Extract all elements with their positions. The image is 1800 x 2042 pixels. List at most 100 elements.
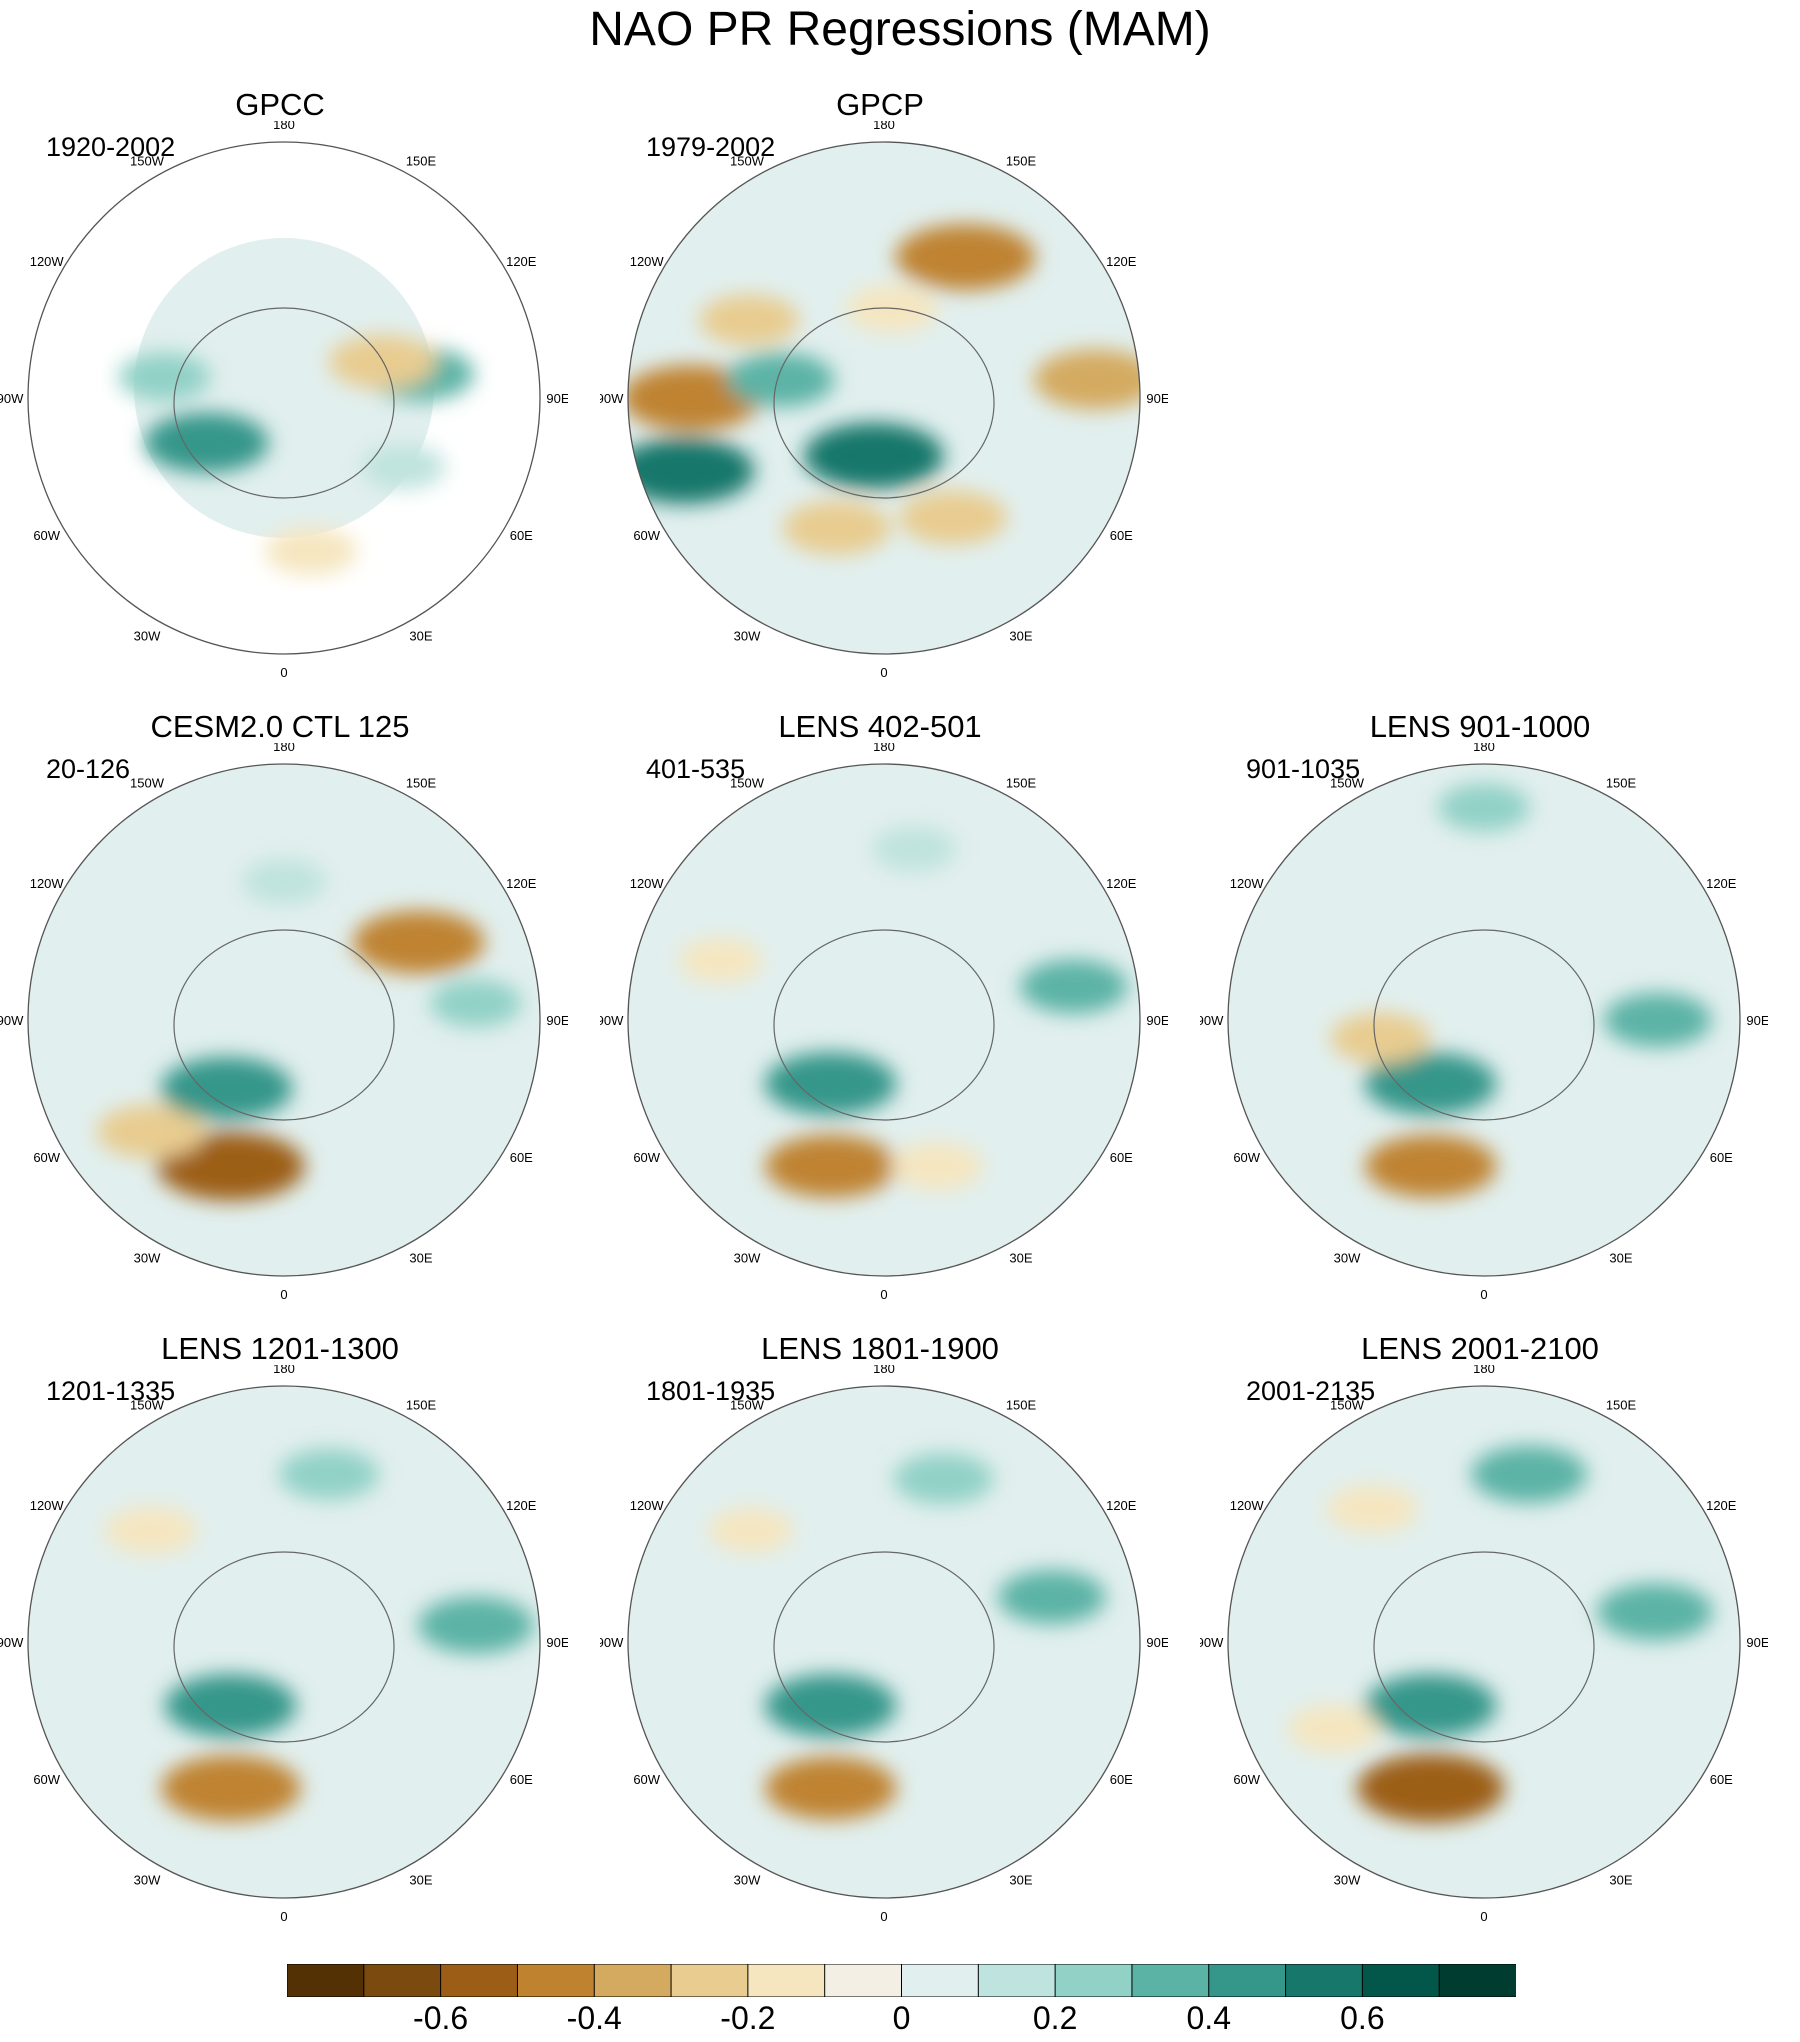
anomaly-blob: [1033, 349, 1140, 410]
colorbar-swatch: [824, 1964, 903, 1997]
anomaly-blob: [628, 365, 762, 431]
polar-map: 180 150E 120E 90E 60E 30E 0 30W 60W 90W 120W 150W: [0, 1365, 568, 1924]
longitude-label: 120W: [630, 876, 665, 891]
anomaly-blob: [699, 294, 800, 346]
colorbar-swatch: [1131, 1964, 1210, 1997]
anomaly-blob: [1326, 1484, 1419, 1533]
map-boundary: [27, 763, 541, 1277]
longitude-label: 90E: [1146, 391, 1168, 406]
longitude-label: 120E: [1106, 876, 1137, 891]
anomaly-blob: [803, 422, 944, 489]
polar-map: 180 150E 120E 90E 60E 30E 0 30W 60W 90W 120W 150W: [0, 743, 568, 1302]
anomaly-blob: [265, 527, 358, 576]
anomaly-blob: [1603, 993, 1712, 1047]
map-panel: LENS 1201-1300 180 150E 120E 90E 60E 30E 0 30W 60…: [0, 1329, 568, 1949]
longitude-label: 60W: [633, 1150, 660, 1165]
longitude-label: 90W: [600, 1013, 624, 1028]
anomaly-blob: [764, 1756, 897, 1820]
panel-years: 1979-2002: [646, 132, 776, 162]
colorbar-labels: -0.6 -0.4 -0.2 0 0.2 0.4 0.6: [0, 2000, 1800, 2042]
longitude-label: 150W: [130, 154, 165, 169]
longitude-label: 90E: [1146, 1635, 1168, 1650]
colorbar-swatch: [977, 1964, 1057, 1997]
longitude-label: 120W: [30, 1498, 65, 1513]
longitude-label: 120E: [506, 1498, 537, 1513]
colorbar-tick-label: 0.6: [1340, 2000, 1385, 2036]
longitude-label: 60E: [510, 1772, 533, 1787]
panel-title: LENS 2001-2100: [1361, 1331, 1599, 1366]
panel-title: CESM2.0 CTL 125: [150, 709, 410, 744]
map-background: [1228, 764, 1740, 1276]
anomaly-blob: [144, 412, 269, 473]
panel-years: 1801-1935: [646, 1376, 776, 1406]
anomaly-blob: [782, 500, 891, 555]
colorbar-swatch: [670, 1964, 749, 1997]
longitude-label: 150E: [1606, 776, 1637, 791]
anomaly-blob: [96, 1104, 205, 1159]
longitude-label: 90W: [1200, 1635, 1224, 1650]
coastline: [173, 307, 395, 499]
panel-years: 1920-2002: [46, 132, 176, 162]
map-panel: LENS 901-1000 180 150E 120E 90E 60E 30E 0 30W 60W…: [1200, 707, 1768, 1327]
panel-title: GPCP: [836, 87, 924, 122]
longitude-label: 30W: [1334, 1250, 1361, 1265]
longitude-label: 150W: [1330, 776, 1365, 791]
longitude-label: 30E: [409, 1250, 432, 1265]
colorbar-tick-label: 0: [892, 2000, 911, 2036]
longitude-label: 30E: [409, 628, 432, 643]
colorbar-swatch: [901, 1964, 980, 1997]
colorbar-tick-label: -0.4: [566, 2000, 622, 2036]
anomaly-blob: [160, 1056, 293, 1120]
anomaly-blob: [352, 910, 485, 974]
longitude-label: 150E: [1006, 1398, 1037, 1413]
longitude-label: 30W: [734, 628, 761, 643]
longitude-label: 60W: [1233, 1772, 1260, 1787]
longitude-label: 120E: [506, 876, 537, 891]
anomaly-blob: [872, 826, 957, 872]
longitude-label: 90E: [546, 391, 568, 406]
map-panel: LENS 402-501 180 150E 120E 90E 60E 30E 0 30W 60W 9…: [600, 707, 1168, 1327]
anomaly-blob: [678, 938, 763, 984]
longitude-label: 180: [873, 1365, 895, 1376]
panel-years: 1201-1335: [46, 1376, 176, 1406]
colorbar-swatch: [1208, 1964, 1287, 1997]
longitude-label: 0: [280, 1287, 287, 1302]
polar-map: 180 150E 120E 90E 60E 30E 0 30W 60W 90W 120W 150W: [600, 1365, 1168, 1924]
longitude-label: 0: [280, 1909, 287, 1924]
longitude-label: 180: [873, 121, 895, 132]
longitude-label: 120W: [1230, 876, 1265, 891]
longitude-label: 90E: [1746, 1635, 1768, 1650]
longitude-label: 30W: [134, 1250, 161, 1265]
coastline: [173, 1551, 395, 1743]
longitude-label: 120W: [30, 876, 65, 891]
colorbar-swatch: [747, 1964, 826, 1997]
colorbar-tick-label: 0.4: [1186, 2000, 1231, 2036]
map-boundary: [27, 141, 541, 655]
longitude-label: 60E: [510, 1150, 533, 1165]
longitude-label: 30E: [409, 1872, 432, 1887]
map-background: [628, 764, 1140, 1276]
anomaly-blob: [156, 1131, 305, 1201]
coastline: [773, 1551, 995, 1743]
panel-years: 20-126: [46, 754, 131, 784]
longitude-label: 150E: [406, 776, 437, 791]
colorbar-swatch: [363, 1964, 442, 1997]
anomaly-blob: [278, 1448, 379, 1500]
anomaly-blob: [1364, 1052, 1497, 1116]
longitude-label: 30E: [1009, 628, 1032, 643]
panel-title: GPCC: [235, 87, 325, 122]
longitude-label: 120E: [506, 254, 537, 269]
longitude-label: 120E: [1106, 1498, 1137, 1513]
coastline: [773, 307, 995, 499]
longitude-label: 180: [273, 1365, 295, 1376]
colorbar-tick-label: -0.6: [413, 2000, 469, 2036]
longitude-label: 60E: [1110, 1772, 1133, 1787]
anomaly-blob: [1597, 1583, 1714, 1641]
longitude-label: 60E: [1110, 1150, 1133, 1165]
longitude-label: 180: [273, 121, 295, 132]
coastline: [1373, 929, 1595, 1121]
anomaly-blob: [1438, 783, 1530, 832]
longitude-label: 90E: [546, 1635, 568, 1650]
colorbar-swatch: [1438, 1964, 1516, 1997]
longitude-label: 120W: [630, 254, 665, 269]
